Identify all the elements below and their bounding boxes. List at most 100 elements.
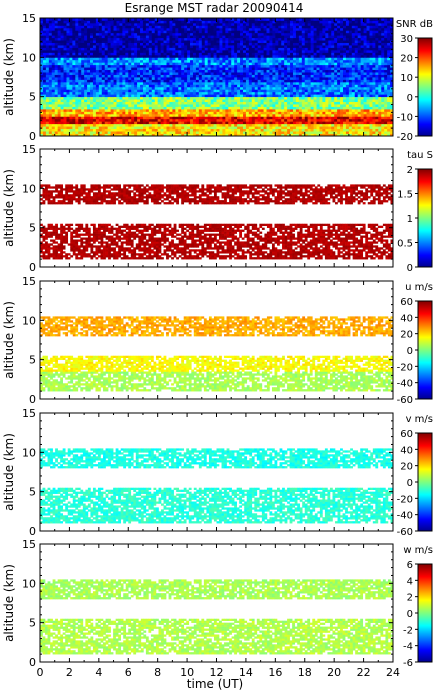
heatmap-cell (237, 123, 241, 127)
heatmap-cell (354, 40, 359, 43)
heatmap-cell (237, 45, 241, 48)
heatmap-cell (342, 84, 347, 88)
heatmap-cell (181, 108, 185, 112)
heatmap-cell (125, 59, 129, 63)
heatmap-cell (110, 52, 114, 56)
heatmap-cell (63, 52, 67, 56)
heatmap-cell (251, 101, 256, 105)
heatmap-cell (266, 131, 270, 134)
heatmap-cell (145, 37, 150, 41)
heatmap-cell (378, 54, 382, 58)
heatmap-cell (360, 91, 364, 95)
heatmap-cell (72, 37, 76, 41)
heatmap-cell (254, 81, 259, 85)
heatmap-row-snr (40, 111, 394, 115)
heatmap-cell (387, 52, 391, 56)
heatmap-cell (101, 81, 106, 85)
heatmap-cell (237, 72, 241, 75)
heatmap-cell (104, 121, 109, 125)
heatmap-cell (384, 40, 388, 43)
heatmap-cell (142, 101, 147, 105)
heatmap-cell (163, 42, 167, 46)
heatmap-cell (45, 59, 50, 63)
heatmap-cell (137, 91, 141, 95)
heatmap-cell (101, 91, 106, 95)
heatmap-cell (169, 42, 173, 46)
heatmap-cell (337, 131, 341, 134)
heatmap-cell (381, 131, 385, 134)
heatmap-cell (248, 96, 253, 100)
heatmap-cell (275, 64, 279, 68)
heatmap-cell (378, 81, 382, 85)
heatmap-cell (295, 128, 300, 132)
heatmap-cell (298, 126, 303, 130)
heatmap-cell (219, 62, 223, 66)
heatmap-cell (198, 111, 203, 115)
heatmap-cell (63, 79, 67, 83)
heatmap-cell (160, 89, 164, 93)
heatmap-cell (51, 74, 56, 78)
heatmap-cell (122, 126, 126, 130)
heatmap-cell (357, 52, 362, 56)
heatmap-cell (222, 49, 226, 53)
heatmap-cell (275, 121, 279, 125)
heatmap-cell (228, 79, 232, 83)
heatmap-cell (251, 86, 256, 90)
heatmap-cell (228, 108, 232, 112)
heatmap-cell (304, 69, 309, 73)
heatmap-cell (145, 99, 150, 102)
heatmap-cell (263, 121, 267, 125)
heatmap-cell (87, 72, 91, 75)
heatmap-cell (116, 111, 120, 115)
heatmap-cell (213, 42, 217, 46)
heatmap-cell (301, 37, 306, 41)
heatmap-cell (248, 49, 253, 53)
heatmap-cell (375, 123, 379, 127)
heatmap-cell (210, 89, 214, 93)
heatmap-cell (178, 74, 182, 78)
heatmap-cell (325, 45, 329, 48)
heatmap-cell (175, 99, 179, 102)
heatmap-cell (298, 54, 303, 58)
heatmap-cell (281, 131, 285, 134)
heatmap-cell (142, 47, 147, 51)
heatmap-cell (363, 79, 367, 83)
heatmap-cell (107, 128, 111, 132)
heatmap-cell (145, 106, 150, 110)
heatmap-cell (281, 121, 285, 125)
heatmap-cell (184, 84, 188, 88)
heatmap-cell (157, 128, 162, 132)
heatmap-cell (313, 104, 317, 107)
heatmap-cell (281, 128, 285, 132)
heatmap-cell (119, 111, 123, 115)
heatmap-cell (207, 84, 212, 88)
heatmap-cell (140, 37, 144, 41)
heatmap-cell (190, 52, 194, 56)
heatmap-cell (78, 79, 82, 83)
heatmap-cell (210, 52, 214, 56)
heatmap-cell (325, 96, 329, 100)
heatmap-cell (366, 133, 370, 137)
heatmap-cell (119, 113, 123, 117)
heatmap-cell (298, 74, 303, 78)
heatmap-cell (195, 113, 200, 117)
heatmap-cell (287, 47, 291, 51)
heatmap-cell (234, 81, 238, 85)
heatmap-cell (372, 123, 376, 127)
heatmap-cell (201, 59, 206, 63)
heatmap-cell (184, 47, 188, 51)
heatmap-cell (128, 47, 132, 51)
heatmap-cell (107, 49, 111, 53)
heatmap-cell (304, 123, 309, 127)
heatmap-cell (154, 79, 159, 83)
heatmap-cell (128, 128, 132, 132)
heatmap-cell (234, 133, 238, 137)
heatmap-cell (354, 126, 359, 130)
heatmap-cell (184, 86, 188, 90)
heatmap-cell (107, 106, 111, 110)
heatmap-cell (148, 42, 153, 46)
heatmap-cell (384, 94, 388, 98)
heatmap-cell (187, 67, 191, 71)
heatmap-cell (184, 81, 188, 85)
heatmap-cell (192, 99, 197, 102)
